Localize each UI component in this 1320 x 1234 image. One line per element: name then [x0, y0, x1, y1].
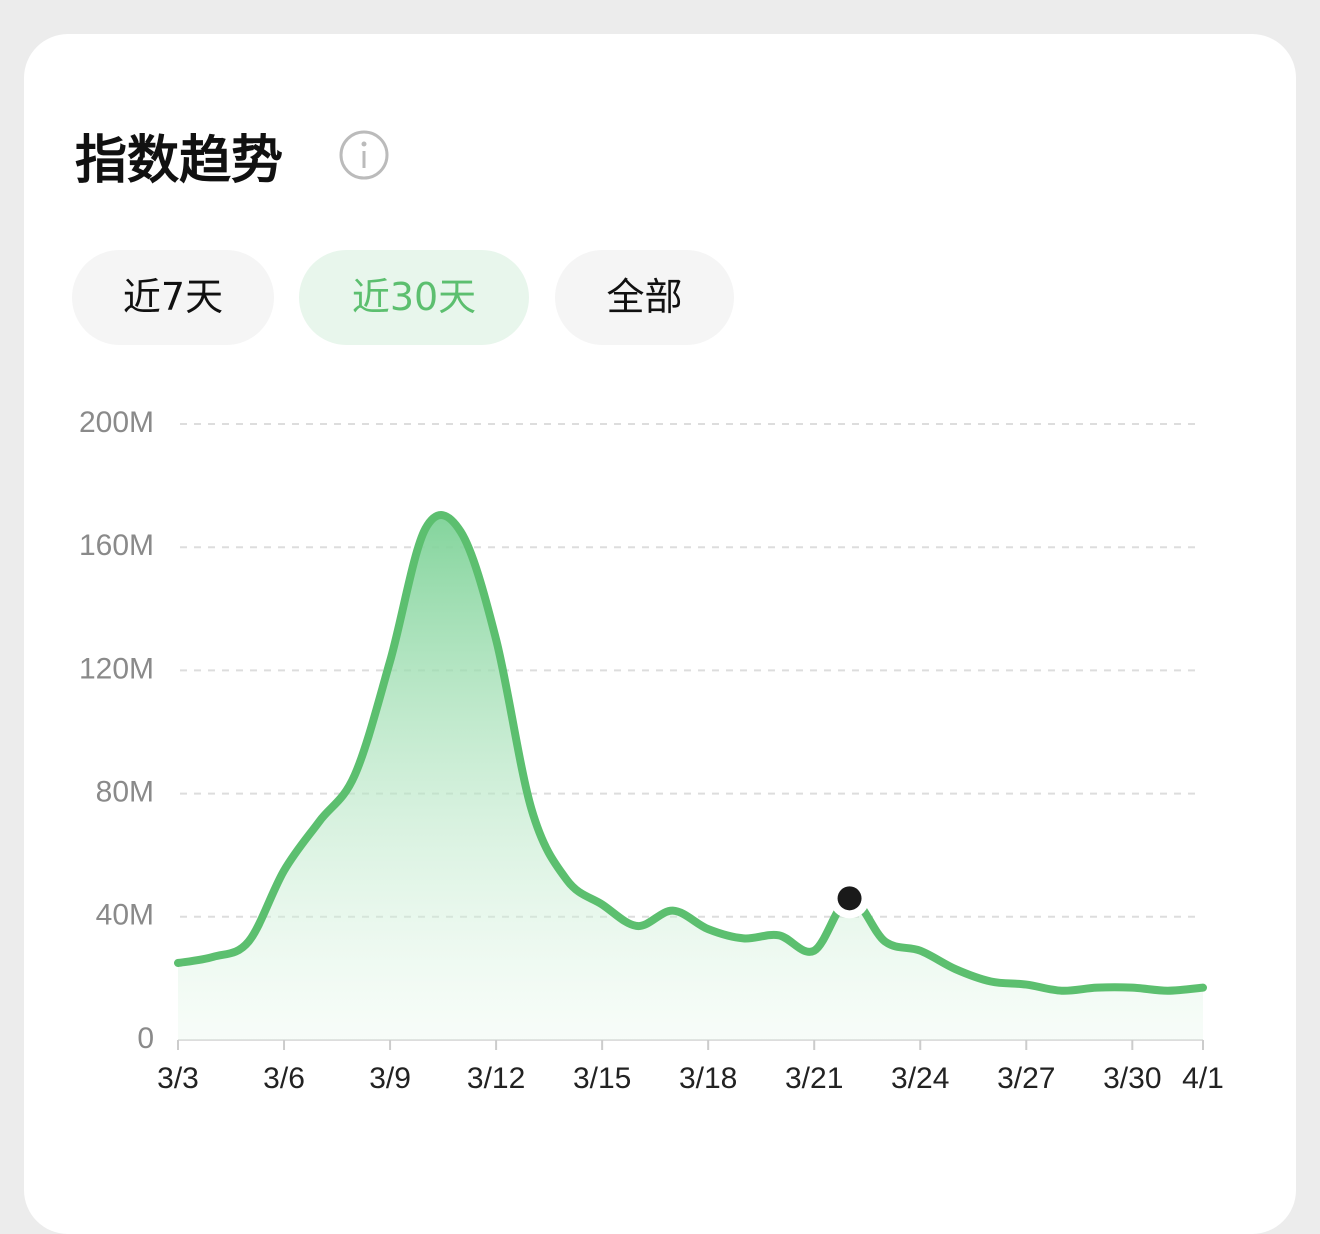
tab[interactable]: 近7天	[72, 250, 274, 345]
x-tick-label: 3/3	[157, 1062, 199, 1095]
y-tick-label: 0	[137, 1022, 154, 1055]
tab[interactable]: 近30天	[299, 250, 529, 345]
x-tick-label: 3/6	[263, 1062, 305, 1095]
y-tick-label: 120M	[79, 652, 154, 685]
x-tick-label: 3/30	[1103, 1062, 1161, 1095]
title: 指数趋势	[75, 131, 284, 191]
info-icon[interactable]	[339, 130, 389, 180]
x-tick-label: 3/24	[891, 1062, 949, 1095]
x-tick-label: 3/21	[785, 1062, 843, 1095]
chart: 0 40M 80M 120M 160M 200M 3/3 3/6 3/9 3/12 3/15 3/18…	[79, 130, 1224, 1095]
page: 指数趋势 近7天 近30天 全部 0 40M 80M 120M 160M 200M 3/3 3…	[24, 34, 1296, 1234]
line	[174, 511, 1207, 995]
x-tick-label: 3/15	[573, 1062, 631, 1095]
x-tick-label: 3/12	[467, 1062, 525, 1095]
x-tick-label: 4/1	[1182, 1062, 1224, 1095]
y-tick-label: 200M	[79, 406, 154, 439]
y-tick-label: 160M	[79, 529, 154, 562]
x-tick-label: 3/18	[679, 1062, 737, 1095]
x-tick-label: 3/27	[997, 1062, 1055, 1095]
y-tick-label: 40M	[96, 899, 154, 932]
y-tick-label: 80M	[96, 776, 154, 809]
tab[interactable]: 全部	[555, 250, 734, 345]
area-fill	[178, 515, 1203, 1040]
marker	[837, 886, 862, 911]
x-tick-label: 3/9	[369, 1062, 411, 1095]
